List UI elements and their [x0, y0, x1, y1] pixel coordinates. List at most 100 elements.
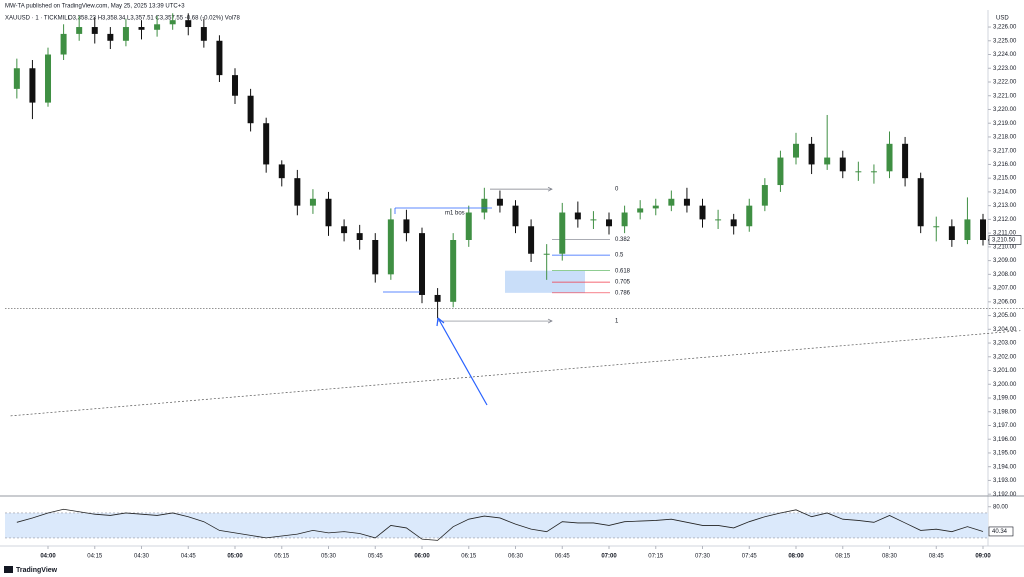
x-tick-label: 05:45 — [368, 554, 384, 560]
candle-body — [902, 143, 909, 179]
y-tick-label: 3,195.00 — [993, 451, 1017, 457]
y-tick-label: 3,204.00 — [993, 327, 1017, 333]
candle-body — [341, 226, 348, 234]
candle-body — [980, 219, 987, 240]
candle-body — [45, 54, 52, 103]
x-tick-label: 05:15 — [274, 554, 290, 560]
y-tick-label: 3,192.00 — [993, 492, 1017, 498]
candle-body — [715, 219, 722, 221]
y-tick-label: 3,210.00 — [993, 244, 1017, 250]
publisher: MW-TA published on TradingView.com, May … — [5, 4, 185, 10]
candle-body — [855, 171, 862, 173]
candle-body — [606, 219, 613, 227]
candle-body — [216, 40, 223, 76]
candle-body — [621, 212, 628, 227]
candle-body — [496, 198, 503, 206]
x-tick-label: 04:45 — [181, 554, 197, 560]
x-tick-label: 08:30 — [882, 554, 898, 560]
candle-body — [263, 123, 270, 165]
x-tick-label: 05:00 — [227, 554, 243, 560]
y-tick-label: 3,194.00 — [993, 464, 1017, 470]
y-tick-label: 3,224.00 — [993, 52, 1017, 58]
candle-body — [746, 205, 753, 227]
y-tick-label: 3,222.00 — [993, 80, 1017, 86]
candle-body — [434, 294, 441, 302]
candle-body — [870, 171, 877, 173]
candle-body — [387, 219, 394, 275]
candle-body — [247, 95, 254, 124]
candle-body — [637, 208, 644, 213]
last-price-box — [988, 235, 1022, 245]
candle-body — [543, 253, 550, 255]
candle-body — [419, 233, 426, 295]
x-tick-label: 04:15 — [87, 554, 103, 560]
candle-body — [886, 143, 893, 172]
x-tick-label: 04:30 — [134, 554, 150, 560]
fib-label: 1 — [615, 319, 619, 325]
candle-body — [824, 157, 831, 165]
x-tick-label: 08:15 — [835, 554, 851, 560]
fib-label: 0.618 — [615, 268, 631, 274]
y-tick-label: 3,201.00 — [993, 368, 1017, 374]
y-tick-label: 3,219.00 — [993, 121, 1017, 127]
candle-body — [138, 27, 145, 30]
y-tick-label: 3,193.00 — [993, 478, 1017, 484]
x-tick-label: 05:30 — [321, 554, 337, 560]
y-tick-label: 3,202.00 — [993, 354, 1017, 360]
candle-body — [107, 33, 114, 41]
candle-body — [465, 212, 472, 240]
candle-body — [481, 198, 488, 213]
x-tick-label: 09:00 — [975, 554, 991, 560]
brand: TradingView — [16, 567, 58, 574]
candle-body — [122, 27, 129, 41]
candle-body — [652, 205, 659, 209]
candle-body — [232, 75, 239, 96]
y-tick-label: 3,206.00 — [993, 299, 1017, 305]
candle-body — [294, 178, 301, 206]
fib-arrow — [547, 318, 553, 324]
currency: USD — [996, 16, 1009, 22]
candle-body — [917, 178, 924, 227]
x-tick-label: 07:15 — [648, 554, 664, 560]
rsi-band — [5, 512, 988, 538]
candle-body — [948, 226, 955, 240]
y-tick-label: 3,205.00 — [993, 313, 1017, 319]
x-tick-label: 08:00 — [788, 554, 804, 560]
candle-body — [309, 198, 316, 206]
x-tick-label: 07:00 — [601, 554, 617, 560]
x-tick-label: 06:15 — [461, 554, 477, 560]
y-tick-label: 3,226.00 — [993, 25, 1017, 31]
fib-label: 0.382 — [615, 237, 631, 243]
candle-body — [808, 143, 815, 165]
fib-zone — [505, 270, 585, 293]
x-tick-label: 06:30 — [508, 554, 524, 560]
rsi-tick-label: 80.00 — [993, 504, 1009, 510]
candle-body — [512, 205, 519, 227]
candle-body — [60, 33, 67, 55]
y-tick-label: 3,221.00 — [993, 93, 1017, 99]
trend-line — [10, 330, 1021, 417]
x-tick-label: 06:00 — [414, 554, 430, 560]
y-tick-label: 3,214.00 — [993, 189, 1017, 195]
y-tick-label: 3,197.00 — [993, 423, 1017, 429]
y-tick-label: 3,216.00 — [993, 162, 1017, 168]
candle-body — [668, 198, 675, 206]
candle-body — [574, 212, 581, 220]
fib-label: 0.5 — [615, 253, 624, 259]
candle-body — [356, 233, 363, 240]
candle-body — [278, 164, 285, 179]
y-tick-label: 3,199.00 — [993, 396, 1017, 402]
candle-body — [13, 68, 20, 89]
y-tick-label: 3,209.00 — [993, 258, 1017, 264]
fib-label: 0 — [615, 187, 619, 193]
y-tick-label: 3,208.00 — [993, 272, 1017, 278]
y-tick-label: 3,211.00 — [993, 231, 1017, 237]
arrow-head — [436, 317, 445, 327]
y-tick-label: 3,203.00 — [993, 341, 1017, 347]
brand-logo — [4, 566, 13, 573]
x-tick-label: 08:45 — [929, 554, 945, 560]
candle-body — [933, 226, 940, 228]
y-tick-label: 3,217.00 — [993, 148, 1017, 154]
candle-body — [450, 239, 457, 302]
y-tick-label: 3,200.00 — [993, 382, 1017, 388]
